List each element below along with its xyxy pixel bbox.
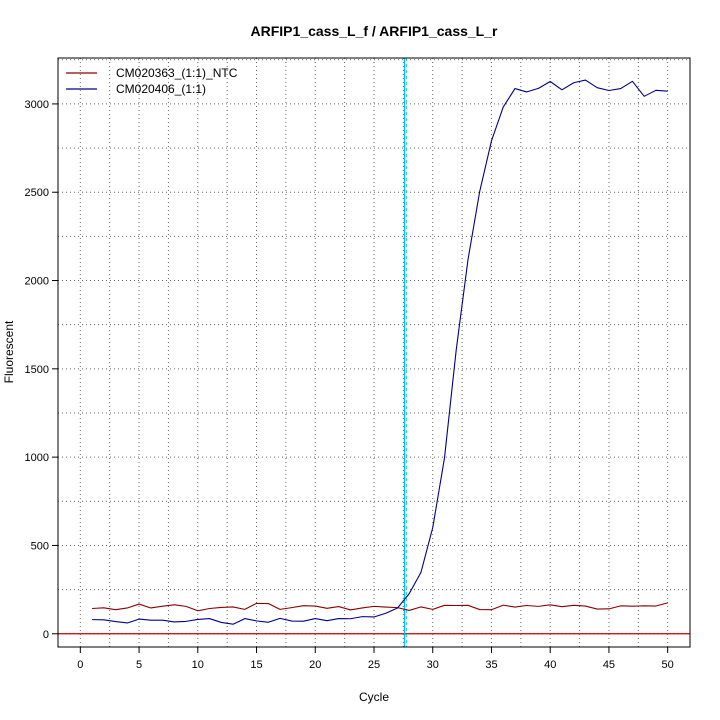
x-tick-label: 10 [192, 659, 204, 671]
x-tick-label: 30 [427, 659, 439, 671]
x-tick-label: 5 [136, 659, 142, 671]
y-axis-label: Fluorescent [2, 320, 16, 383]
x-tick-label: 25 [368, 659, 380, 671]
y-tick-label: 500 [31, 540, 49, 552]
y-tick-label: 2500 [25, 187, 49, 199]
series-line-2 [92, 79, 668, 625]
axes: 0 5 10 15 20 25 30 35 40 45 5005001000150020002500… [25, 99, 674, 671]
series-line-1 [92, 602, 668, 612]
grid [58, 58, 690, 647]
x-tick-label: 0 [77, 659, 83, 671]
series-lines [92, 79, 668, 625]
chart-title: ARFIP1_cass_L_f / ARFIP1_cass_L_r [251, 23, 498, 39]
y-tick-label: 2000 [25, 276, 49, 288]
reference-lines [58, 58, 690, 647]
x-tick-label: 45 [603, 659, 615, 671]
y-tick-label: 1000 [25, 452, 49, 464]
x-tick-label: 35 [485, 659, 497, 671]
y-tick-label: 3000 [25, 99, 49, 111]
y-tick-label: 1500 [25, 364, 49, 376]
x-tick-label: 40 [544, 659, 556, 671]
legend: CM020363_(1:1)_NTC CM020406_(1:1) [66, 66, 238, 96]
x-tick-label: 15 [250, 659, 262, 671]
x-tick-label: 20 [309, 659, 321, 671]
legend-label-2: CM020406_(1:1) [116, 82, 206, 96]
legend-label-1: CM020363_(1:1)_NTC [116, 66, 238, 80]
x-tick-label: 50 [662, 659, 674, 671]
x-axis-label: Cycle [359, 690, 389, 704]
y-tick-label: 0 [43, 629, 49, 641]
